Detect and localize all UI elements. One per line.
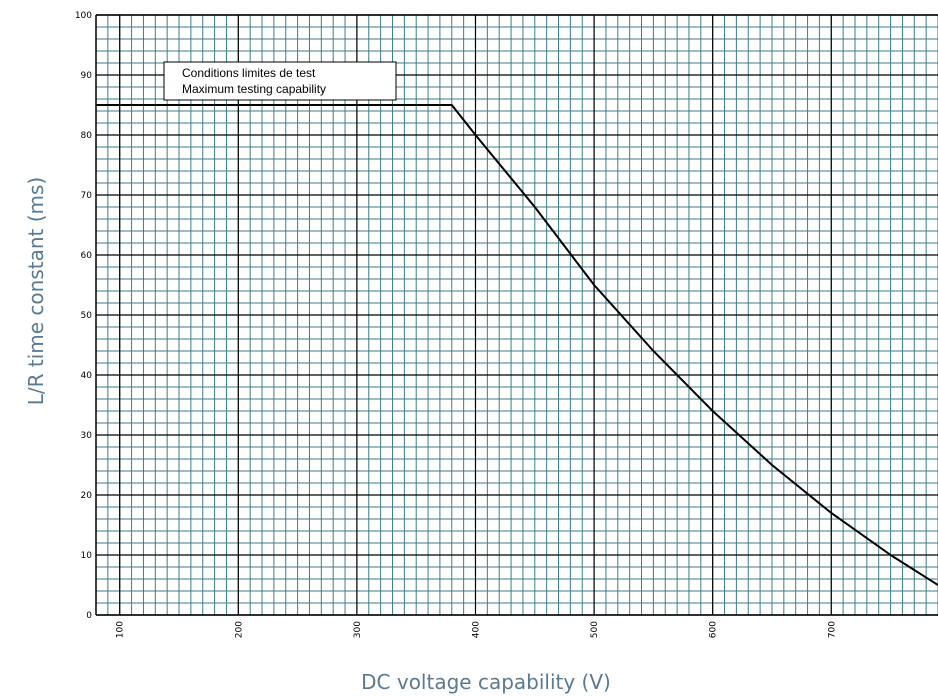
y-tick-label: 50 — [81, 311, 93, 321]
y-tick-label: 80 — [81, 131, 93, 141]
legend-box: Conditions limites de test Maximum testi… — [163, 61, 397, 101]
y-axis-title: L/R time constant (ms) — [24, 177, 48, 406]
legend-border — [163, 61, 397, 101]
capability-curve — [96, 104, 938, 586]
x-tick-label: 700 — [827, 621, 837, 638]
x-tick-label: 600 — [709, 621, 719, 638]
y-tick-label: 10 — [81, 551, 93, 561]
x-tick-labels: 100 200 300 400 500 600 700 — [116, 621, 838, 638]
y-tick-labels: 0 10 20 30 40 50 60 70 80 90 100 — [75, 11, 92, 621]
y-tick-label: 90 — [81, 71, 93, 81]
y-tick-label: 100 — [75, 11, 92, 21]
legend-line-english: Maximum testing capability — [182, 82, 326, 96]
x-axis-title: DC voltage capability (V) — [361, 670, 611, 694]
x-tick-label: 400 — [471, 621, 481, 638]
y-tick-label: 30 — [81, 431, 93, 441]
x-tick-label: 200 — [234, 621, 244, 638]
y-tick-label: 0 — [86, 611, 92, 621]
y-tick-label: 40 — [81, 371, 93, 381]
y-tick-label: 60 — [81, 251, 93, 261]
legend-line-french: Conditions limites de test — [182, 66, 316, 80]
y-tick-label: 70 — [81, 191, 93, 201]
major-grid — [95, 14, 938, 616]
x-tick-label: 300 — [353, 621, 363, 638]
x-tick-label: 500 — [590, 621, 600, 638]
x-tick-label: 100 — [116, 621, 126, 638]
y-tick-label: 20 — [81, 491, 93, 501]
